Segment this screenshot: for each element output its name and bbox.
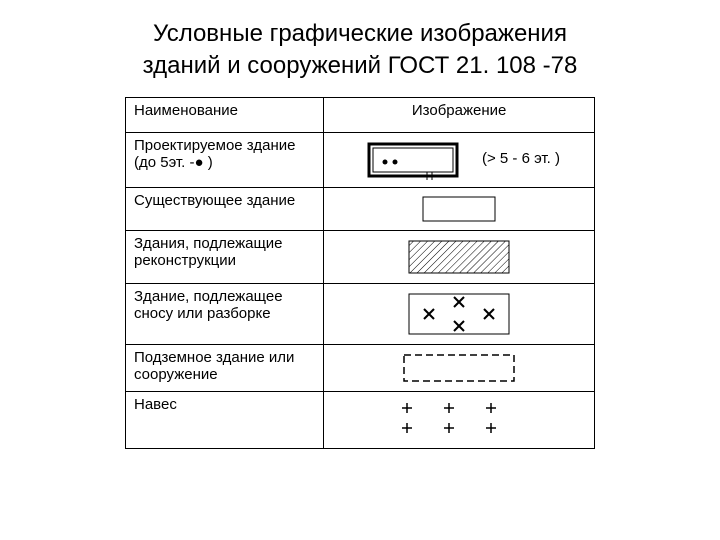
row-name: Здание, подлежащее сносу или разборке bbox=[126, 283, 324, 344]
row-symbol bbox=[324, 230, 595, 283]
table-row: Существующее здание bbox=[126, 187, 595, 230]
row-name: Проектируемое здание (до 5эт. -● ) bbox=[126, 132, 324, 187]
row-name: Существующее здание bbox=[126, 187, 324, 230]
table-row: Навес bbox=[126, 391, 595, 448]
title-line-1: Условные графические изображения bbox=[153, 20, 567, 47]
table-header: Наименование Изображение bbox=[126, 97, 595, 132]
col-header-name: Наименование bbox=[126, 97, 324, 132]
row-name: Навес bbox=[126, 391, 324, 448]
table-row: Проектируемое здание (до 5эт. -● ) (> 5 … bbox=[126, 132, 595, 187]
row-symbol bbox=[324, 283, 595, 344]
row-name: Подземное здание или сооружение bbox=[126, 344, 324, 391]
row-name: Здания, подлежащие реконструкции bbox=[126, 230, 324, 283]
projected-note: (> 5 - 6 эт. ) bbox=[482, 150, 560, 167]
row-symbol bbox=[324, 391, 595, 448]
table-row: Подземное здание или сооружение bbox=[126, 344, 595, 391]
row-symbol: (> 5 - 6 эт. ) bbox=[324, 132, 595, 187]
table-row: Здание, подлежащее сносу или разборке bbox=[126, 283, 595, 344]
page-title: Условные графические изображения зданий … bbox=[70, 18, 650, 83]
title-line-2: зданий и сооружений ГОСТ 21. 108 -78 bbox=[143, 52, 578, 79]
col-header-image: Изображение bbox=[324, 97, 595, 132]
table-row: Здания, подлежащие реконструкции bbox=[126, 230, 595, 283]
row-symbol bbox=[324, 187, 595, 230]
legend-table: Наименование Изображение Проектируемое з… bbox=[125, 97, 595, 449]
row-symbol bbox=[324, 344, 595, 391]
